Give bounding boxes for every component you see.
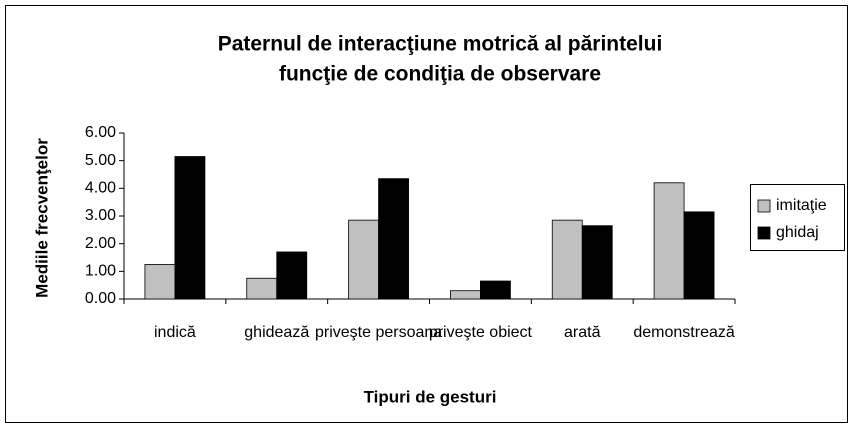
legend-label: ghidaj — [776, 224, 819, 241]
y-tick-label: 3.00 — [85, 207, 116, 224]
x-tick-label: arată — [564, 324, 601, 341]
chart-title: funcţie de condiţia de observare — [279, 63, 601, 86]
x-tick-label: ghidează — [244, 324, 309, 341]
bar — [683, 211, 715, 300]
x-tick-label: priveşte obiect — [429, 324, 533, 341]
bar — [174, 156, 206, 300]
y-tick-label: 4.00 — [85, 180, 116, 197]
bar — [348, 219, 379, 300]
x-tick-label: indică — [154, 324, 196, 341]
y-tick-label: 2.00 — [85, 235, 116, 252]
bar — [581, 225, 613, 300]
y-axis-title: Mediile frecvenţelor — [32, 138, 51, 298]
legend-label: imitaţie — [776, 197, 827, 214]
bar — [450, 290, 481, 300]
y-tick-label: 5.00 — [85, 152, 116, 169]
x-tick-label: demonstrează — [633, 324, 734, 341]
bar — [144, 264, 176, 300]
x-axis-title: Tipuri de gesturi — [364, 387, 497, 406]
y-tick-label: 1.00 — [85, 263, 116, 280]
chart-title: Paternul de interacţiune motrică al pări… — [218, 33, 663, 56]
legend-swatch — [757, 226, 771, 240]
y-tick-label: 0.00 — [85, 290, 116, 307]
bar — [378, 178, 409, 300]
legend-swatch — [757, 199, 771, 213]
bar — [480, 280, 511, 300]
bar — [551, 219, 583, 300]
y-tick-label: 6.00 — [85, 124, 116, 141]
x-tick-label: priveşte persoana — [315, 324, 442, 341]
bar — [653, 182, 685, 300]
bar — [246, 277, 278, 300]
legend — [750, 184, 845, 251]
bar — [276, 251, 308, 300]
